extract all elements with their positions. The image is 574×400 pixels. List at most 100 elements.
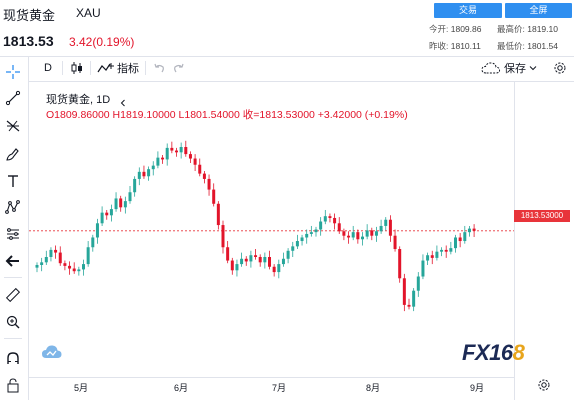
candle-body xyxy=(128,192,132,202)
pattern-tool[interactable] xyxy=(0,196,26,218)
brush-icon xyxy=(6,148,19,161)
candle-body xyxy=(63,263,67,266)
candle-body xyxy=(100,212,104,224)
undo-icon xyxy=(154,63,164,73)
candle-body xyxy=(430,255,434,258)
indicators-button[interactable]: 指标 xyxy=(97,60,139,76)
candle-body xyxy=(105,212,109,216)
arrow-left-icon xyxy=(5,255,19,267)
redo-button[interactable] xyxy=(173,60,185,76)
candle-type-button[interactable] xyxy=(70,60,84,76)
save-button[interactable]: 保存 xyxy=(481,60,537,76)
candle-body xyxy=(314,229,318,233)
candle-body xyxy=(444,249,448,252)
time-axis-border xyxy=(29,377,515,378)
toolbar-bottom-border xyxy=(28,81,574,82)
zoom-tool[interactable] xyxy=(0,311,26,333)
candle-body xyxy=(212,189,216,204)
candle-body xyxy=(72,268,76,272)
candle-body xyxy=(268,257,271,267)
forecast-tool[interactable] xyxy=(0,223,26,245)
candle-body xyxy=(123,201,127,208)
magnet-tool[interactable] xyxy=(0,348,26,370)
candle-body xyxy=(365,230,369,237)
candle-body xyxy=(119,198,123,208)
interval-button[interactable]: D xyxy=(44,60,52,76)
candle-body xyxy=(472,228,476,231)
candle-body xyxy=(374,231,378,236)
candle-body xyxy=(226,247,230,261)
toolbar-separator xyxy=(4,277,22,278)
settings-button[interactable] xyxy=(553,60,567,76)
time-tick: 5月 xyxy=(73,383,89,393)
fullscreen-button[interactable]: 全屏 xyxy=(505,3,572,18)
undo-button[interactable] xyxy=(153,60,165,76)
candle-body xyxy=(384,219,388,226)
candle-body xyxy=(370,230,374,236)
candle-body xyxy=(402,278,406,305)
legend-collapse-button[interactable] xyxy=(119,94,127,112)
candle-body xyxy=(361,236,364,240)
logo-accent: 8 xyxy=(512,340,525,365)
ruler-tool[interactable] xyxy=(0,284,26,306)
chart-settings-button[interactable] xyxy=(537,378,551,392)
candle-body xyxy=(435,251,439,258)
trend-line-tool[interactable] xyxy=(0,87,26,109)
candle-body xyxy=(347,235,351,238)
magnet-icon xyxy=(7,352,19,364)
candle-body xyxy=(351,232,355,238)
candle-body xyxy=(40,262,44,265)
toolbar-separator xyxy=(4,338,22,339)
candle-body xyxy=(249,255,253,262)
candle-body xyxy=(421,260,425,277)
candle-body xyxy=(184,147,188,155)
candle-body xyxy=(337,223,341,232)
time-tick: 7月 xyxy=(271,383,287,393)
candle-body xyxy=(263,257,267,263)
trade-button[interactable]: 交易 xyxy=(434,3,502,18)
candle-body xyxy=(463,232,467,242)
candle-body xyxy=(449,248,453,252)
left-toolbar-border xyxy=(28,56,29,400)
price-chart[interactable] xyxy=(29,82,514,377)
candle-body xyxy=(170,147,174,151)
candle-body xyxy=(221,225,225,248)
candle-body xyxy=(328,216,332,218)
stat-prev-value: 1810.11 xyxy=(450,41,481,51)
price-change: 3.42(0.19%) xyxy=(69,35,135,49)
legend-title: 现货黄金, 1D xyxy=(46,94,111,106)
brush-tool[interactable] xyxy=(0,143,26,165)
candle-body xyxy=(230,260,234,271)
candle-body xyxy=(114,198,118,210)
back-tool[interactable] xyxy=(0,250,26,272)
candle-body xyxy=(300,237,304,242)
current-price-tag: 1813.53000 xyxy=(514,210,570,222)
save-label: 保存 xyxy=(504,63,526,75)
toolbar-top-border xyxy=(0,56,574,57)
candle-body xyxy=(86,247,90,265)
fibonacci-icon xyxy=(6,120,20,132)
crosshair-tool[interactable] xyxy=(0,61,26,83)
candles-group xyxy=(35,140,476,312)
stat-low-label: 最低价: xyxy=(497,41,525,51)
stat-high: 最高价: 1819.10 xyxy=(497,23,558,35)
candle-body xyxy=(440,249,444,252)
gear-icon xyxy=(538,379,550,391)
candle-body xyxy=(291,246,295,251)
cloud-icon xyxy=(481,62,501,74)
candle-body xyxy=(188,154,192,159)
candle-body xyxy=(142,171,146,177)
instrument-symbol: XAU xyxy=(76,6,101,20)
candle-body xyxy=(258,257,262,263)
candle-body xyxy=(416,276,420,291)
candle-body xyxy=(244,258,248,262)
candle-body xyxy=(175,150,178,153)
fib-tool[interactable] xyxy=(0,115,26,137)
chevron-left-icon xyxy=(120,99,125,107)
cloud-sync-button[interactable] xyxy=(40,342,64,362)
lock-tool[interactable] xyxy=(0,374,26,396)
candle-body xyxy=(281,258,285,265)
toolbar-separator xyxy=(62,61,63,75)
text-tool[interactable] xyxy=(0,170,26,192)
